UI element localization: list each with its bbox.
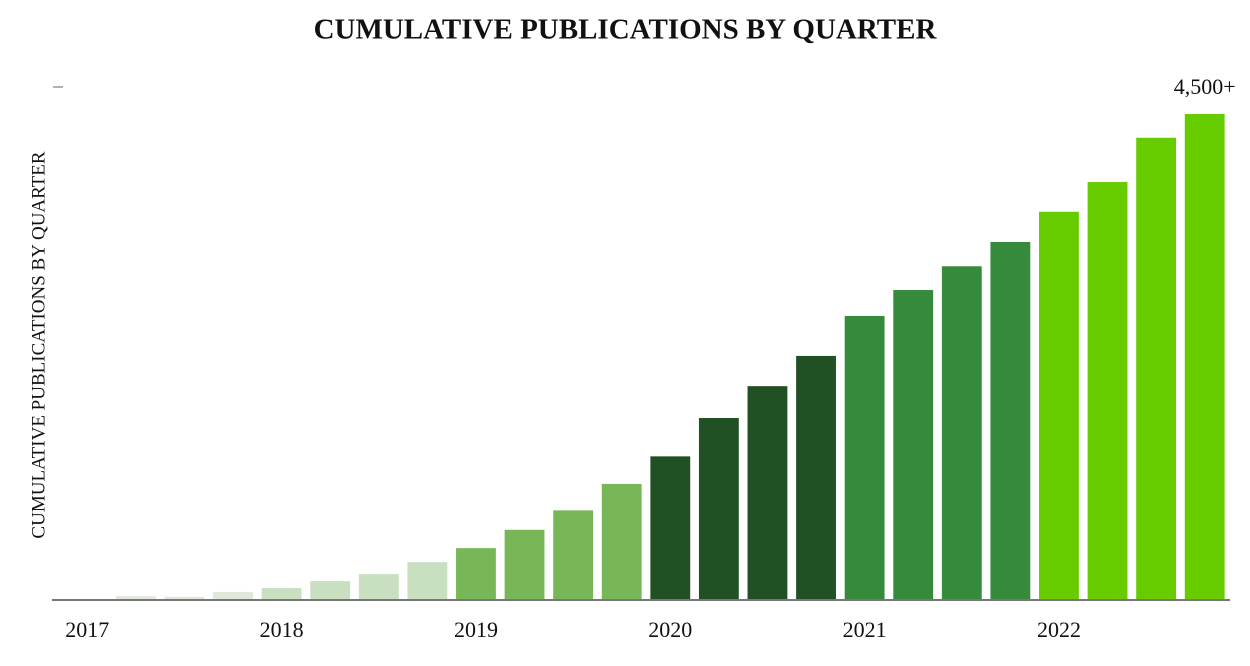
bar xyxy=(504,529,545,600)
x-tick-label: 2019 xyxy=(454,617,498,642)
bar xyxy=(941,266,982,600)
x-tick-label: 2020 xyxy=(648,617,692,642)
bar xyxy=(601,483,642,600)
bar xyxy=(1039,211,1079,601)
bar xyxy=(553,510,594,600)
bar xyxy=(893,290,934,600)
bar xyxy=(164,596,205,600)
x-tick-label: 2018 xyxy=(260,617,304,642)
bar xyxy=(844,315,885,600)
y-axis-title: CUMULATIVE PUBLICATIONS BY QUARTER xyxy=(28,151,49,538)
bar xyxy=(358,574,399,600)
bar xyxy=(796,355,836,600)
x-tick-label: 2017 xyxy=(65,617,109,642)
bar xyxy=(1184,114,1225,600)
bar xyxy=(990,241,1031,601)
bar xyxy=(261,588,302,600)
bar xyxy=(747,386,788,600)
value-label: 4,500+ xyxy=(1174,74,1236,99)
bar xyxy=(310,581,351,600)
bar xyxy=(115,596,156,600)
chart-title: CUMULATIVE PUBLICATIONS BY QUARTER xyxy=(314,14,938,46)
x-tick-label: 2022 xyxy=(1037,617,1081,642)
x-tick-label: 2021 xyxy=(843,617,887,642)
bar xyxy=(213,591,253,600)
bar xyxy=(1087,182,1128,601)
bar xyxy=(407,562,448,600)
bar xyxy=(456,548,496,600)
bar xyxy=(698,418,739,600)
bar xyxy=(1136,137,1177,600)
bar xyxy=(650,456,691,600)
